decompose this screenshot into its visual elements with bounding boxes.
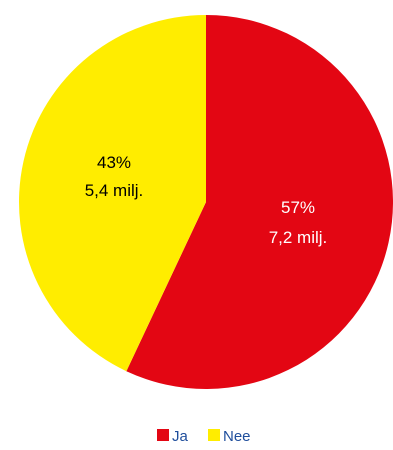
- pie-slices: [19, 15, 393, 389]
- legend-label-nee: Nee: [223, 428, 251, 445]
- legend-swatch-ja: [157, 429, 169, 441]
- slice-percent-label-ja: 57%: [281, 198, 315, 217]
- slice-label-nee: 43% 5,4 milj.: [85, 153, 144, 200]
- legend-swatch-nee: [208, 429, 220, 441]
- pie-slice-ja: [126, 15, 393, 389]
- slice-percent-label-nee: 43%: [97, 153, 131, 172]
- slice-amount-label-nee: 5,4 milj.: [85, 181, 144, 200]
- slice-amount-label-ja: 7,2 milj.: [269, 228, 328, 247]
- pie-slice-nee: [19, 15, 206, 372]
- slice-label-ja: 57% 7,2 milj.: [269, 198, 328, 247]
- legend: Ja Nee: [157, 428, 251, 445]
- legend-label-ja: Ja: [172, 428, 189, 445]
